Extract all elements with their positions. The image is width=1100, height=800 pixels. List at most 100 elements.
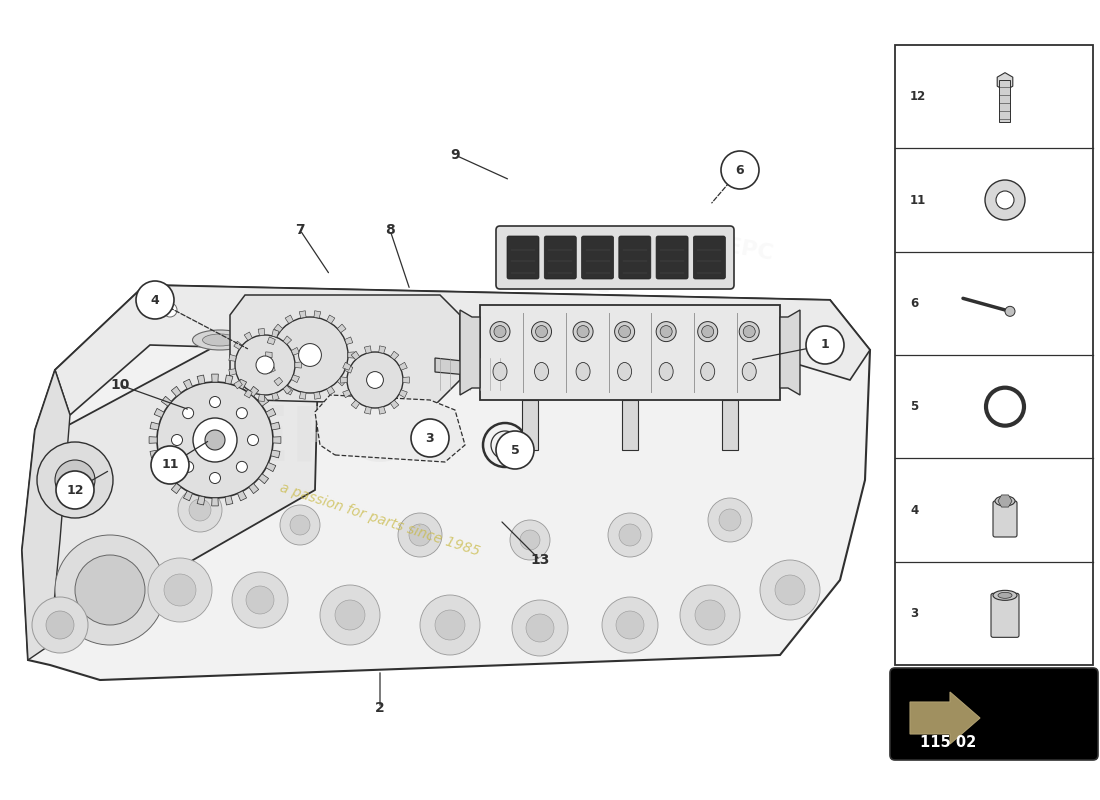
Polygon shape — [266, 408, 276, 418]
Polygon shape — [258, 329, 264, 335]
Text: EPC: EPC — [651, 303, 708, 337]
Polygon shape — [327, 386, 334, 395]
Circle shape — [172, 434, 183, 446]
Ellipse shape — [483, 336, 517, 348]
Ellipse shape — [652, 338, 707, 358]
FancyBboxPatch shape — [496, 226, 734, 289]
Polygon shape — [238, 379, 246, 389]
Circle shape — [720, 151, 759, 189]
Circle shape — [32, 597, 88, 653]
Text: 12: 12 — [66, 483, 84, 497]
FancyBboxPatch shape — [993, 501, 1018, 537]
Polygon shape — [348, 352, 354, 358]
Polygon shape — [364, 346, 371, 354]
Circle shape — [178, 488, 222, 532]
Polygon shape — [238, 491, 246, 501]
Ellipse shape — [562, 335, 617, 355]
Polygon shape — [403, 377, 409, 383]
Polygon shape — [22, 370, 70, 660]
Ellipse shape — [202, 334, 238, 346]
Circle shape — [280, 505, 320, 545]
Circle shape — [56, 471, 94, 509]
Polygon shape — [338, 378, 346, 386]
Circle shape — [496, 431, 534, 469]
Circle shape — [248, 434, 258, 446]
Circle shape — [75, 555, 145, 625]
Circle shape — [708, 498, 752, 542]
Polygon shape — [390, 351, 399, 360]
Text: EPC: EPC — [725, 236, 775, 264]
Ellipse shape — [998, 592, 1012, 598]
Polygon shape — [258, 394, 264, 402]
Polygon shape — [338, 324, 346, 333]
Polygon shape — [722, 400, 738, 450]
Polygon shape — [258, 396, 268, 406]
Ellipse shape — [742, 362, 756, 381]
FancyBboxPatch shape — [895, 45, 1093, 665]
Circle shape — [608, 513, 652, 557]
Text: 12: 12 — [910, 90, 926, 103]
Circle shape — [411, 419, 449, 457]
Circle shape — [209, 473, 220, 483]
Text: 13: 13 — [530, 553, 550, 567]
Circle shape — [246, 586, 274, 614]
Circle shape — [163, 303, 177, 317]
Ellipse shape — [576, 362, 590, 381]
Circle shape — [55, 460, 95, 500]
Polygon shape — [274, 378, 283, 386]
Polygon shape — [162, 396, 172, 406]
Polygon shape — [22, 285, 870, 680]
FancyBboxPatch shape — [656, 236, 689, 279]
Polygon shape — [184, 491, 192, 501]
FancyBboxPatch shape — [619, 236, 651, 279]
Circle shape — [520, 530, 540, 550]
FancyBboxPatch shape — [544, 236, 576, 279]
Polygon shape — [780, 310, 800, 395]
Ellipse shape — [572, 339, 607, 351]
Text: 9: 9 — [450, 148, 460, 162]
Circle shape — [512, 600, 568, 656]
FancyBboxPatch shape — [991, 594, 1019, 638]
Text: 4: 4 — [910, 503, 918, 517]
Text: EPC: EPC — [238, 403, 402, 477]
Ellipse shape — [993, 590, 1018, 600]
Polygon shape — [283, 386, 292, 394]
Circle shape — [420, 595, 480, 655]
Circle shape — [615, 322, 635, 342]
Circle shape — [693, 316, 707, 330]
Polygon shape — [197, 496, 205, 505]
Polygon shape — [910, 692, 980, 744]
Polygon shape — [234, 381, 242, 389]
Ellipse shape — [659, 362, 673, 381]
Text: 6: 6 — [736, 163, 745, 177]
Circle shape — [657, 322, 676, 342]
Polygon shape — [229, 354, 236, 362]
Polygon shape — [285, 315, 294, 323]
Polygon shape — [45, 290, 320, 645]
Ellipse shape — [742, 346, 778, 358]
Ellipse shape — [493, 362, 507, 381]
Polygon shape — [343, 362, 351, 370]
Polygon shape — [299, 392, 306, 399]
Polygon shape — [343, 390, 351, 398]
Polygon shape — [272, 330, 279, 338]
Circle shape — [183, 408, 194, 418]
Polygon shape — [341, 377, 348, 383]
FancyBboxPatch shape — [480, 305, 780, 400]
Circle shape — [510, 520, 550, 560]
Polygon shape — [292, 347, 299, 355]
Polygon shape — [274, 324, 283, 333]
Text: 3: 3 — [910, 607, 918, 620]
Polygon shape — [295, 362, 301, 368]
Polygon shape — [244, 390, 252, 398]
Circle shape — [434, 610, 465, 640]
Circle shape — [333, 303, 346, 317]
Ellipse shape — [733, 342, 788, 362]
Polygon shape — [249, 386, 258, 397]
Polygon shape — [172, 483, 182, 494]
Text: 4: 4 — [151, 294, 160, 306]
Circle shape — [232, 572, 288, 628]
Polygon shape — [399, 390, 407, 398]
Text: 10: 10 — [110, 378, 130, 392]
Circle shape — [984, 180, 1025, 220]
